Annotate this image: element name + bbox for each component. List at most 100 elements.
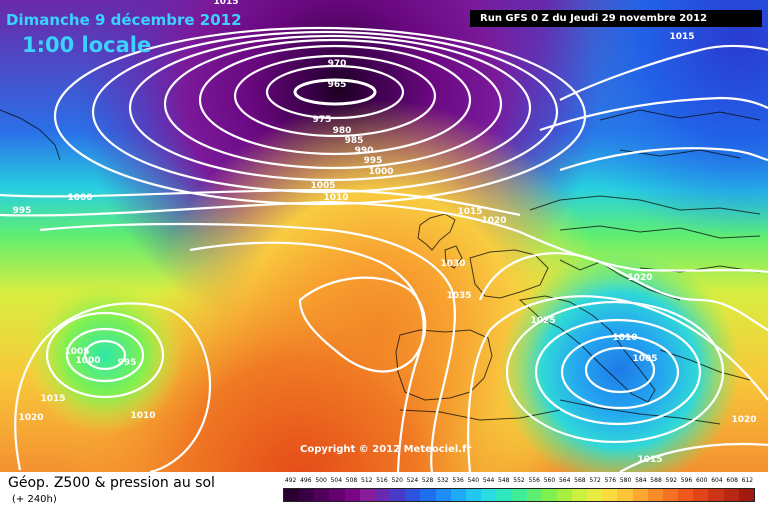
footer: Géop. Z500 & pression au sol (+ 240h) 49… — [0, 472, 768, 512]
legend-tick: 564 — [558, 477, 571, 484]
legend-swatch — [496, 489, 512, 501]
isobar-label: 965 — [327, 80, 347, 90]
isobars — [0, 26, 768, 472]
legend-tick: 528 — [421, 477, 434, 484]
weather-map: Dimanche 9 décembre 2012 1:00 locale Run… — [0, 0, 768, 472]
legend-swatch — [647, 489, 663, 501]
legend-tick: 540 — [467, 477, 480, 484]
isobar-label: 1020 — [731, 415, 757, 425]
legend-swatch — [632, 489, 648, 501]
geopotential-field — [0, 0, 768, 472]
legend-tick-labels: 492 496 500 504 508 512 516 520 524 528 532 536 540 5… — [283, 477, 755, 485]
isobar-label: 1000 — [67, 193, 93, 203]
isobar-label: 1005 — [64, 347, 90, 357]
legend-tick: 572 — [589, 477, 601, 484]
legend-tick: 536 — [452, 477, 464, 484]
legend-swatch — [465, 489, 482, 501]
legend-swatch — [314, 489, 330, 501]
isobar-label: 1030 — [440, 259, 466, 269]
legend-swatch — [359, 489, 375, 501]
isobar-label: 980 — [332, 126, 352, 136]
legend-swatch — [511, 489, 527, 501]
isobar-label: 1010 — [130, 411, 156, 421]
legend-swatch — [541, 489, 557, 501]
forecast-range: (+ 240h) — [12, 494, 57, 505]
legend-swatch — [374, 489, 391, 501]
isobar-label: 1015 — [669, 32, 695, 42]
isobar-label: 1035 — [446, 291, 472, 301]
legend-tick: 496 — [300, 477, 312, 484]
legend-tick: 592 — [665, 477, 677, 484]
isobar-label: 1005 — [632, 354, 658, 364]
legend-swatch — [390, 489, 406, 501]
isobar-label: 1005 — [310, 181, 336, 191]
legend-swatch — [662, 489, 679, 501]
legend-tick: 600 — [695, 477, 708, 484]
legend-swatch — [329, 489, 345, 501]
isobar-label: 970 — [327, 59, 347, 69]
color-legend — [283, 488, 755, 502]
legend-swatch — [420, 489, 436, 501]
isobar-label: 975 — [312, 115, 332, 125]
legend-tick: 580 — [619, 477, 632, 484]
coastlines — [0, 109, 761, 425]
legend-swatch — [284, 489, 300, 501]
legend-tick: 548 — [498, 477, 510, 484]
isobar-label: 995 — [363, 156, 383, 166]
legend-tick: 512 — [361, 477, 373, 484]
isobar-label: 1000 — [368, 167, 394, 177]
isobar-label: 985 — [344, 136, 364, 146]
isobar-label: 1015 — [457, 207, 483, 217]
isobar-label: 1025 — [530, 316, 556, 326]
isobar-label: 1020 — [18, 413, 44, 423]
legend-tick: 608 — [726, 477, 738, 484]
legend-tick: 588 — [650, 477, 662, 484]
legend-tick: 604 — [711, 477, 723, 484]
legend-tick: 500 — [315, 477, 327, 484]
legend-tick: 612 — [741, 477, 754, 484]
legend-swatch — [435, 489, 451, 501]
legend-swatch — [344, 489, 360, 501]
legend-tick: 524 — [406, 477, 419, 484]
legend-tick: 516 — [376, 477, 388, 484]
isobar-label: 1015 — [637, 455, 663, 465]
legend-swatch — [526, 489, 542, 501]
forecast-date: Dimanche 9 décembre 2012 — [6, 11, 242, 29]
legend-tick: 504 — [330, 477, 343, 484]
legend-tick: 544 — [482, 477, 495, 484]
legend-tick: 576 — [604, 477, 617, 484]
copyright: Copyright © 2012 Meteociel.fr — [300, 444, 472, 455]
legend-swatch — [299, 489, 315, 501]
legend-swatch — [708, 489, 724, 501]
isobar-label: 1010 — [612, 333, 638, 343]
isobar-label: 1015 — [40, 394, 66, 404]
legend-swatch — [450, 489, 466, 501]
legend-swatch — [602, 489, 618, 501]
run-info: Run GFS 0 Z du Jeudi 29 novembre 2012 — [470, 10, 762, 27]
legend-swatch — [723, 489, 739, 501]
legend-swatch — [693, 489, 709, 501]
legend-swatch — [617, 489, 633, 501]
isobar-label: 1010 — [323, 193, 349, 203]
legend-tick: 552 — [513, 477, 525, 484]
legend-swatch — [587, 489, 603, 501]
legend-tick: 584 — [635, 477, 647, 484]
isobar-label: 990 — [354, 146, 374, 156]
legend-swatch — [556, 489, 572, 501]
legend-tick: 508 — [345, 477, 358, 484]
isobar-label: 1020 — [627, 273, 653, 283]
legend-swatch — [571, 489, 588, 501]
legend-swatch — [678, 489, 694, 501]
forecast-time: 1:00 locale — [22, 33, 152, 57]
legend-tick: 532 — [437, 477, 449, 484]
isobar-label: 1020 — [481, 216, 507, 226]
legend-swatch — [481, 489, 497, 501]
legend-tick: 568 — [574, 477, 586, 484]
legend-tick: 520 — [391, 477, 403, 484]
legend-tick: 596 — [680, 477, 693, 484]
legend-tick: 556 — [528, 477, 540, 484]
isobar-label: 1000 — [75, 356, 101, 366]
isobar-label: 1015 — [213, 0, 239, 7]
legend-tick: 492 — [284, 477, 297, 484]
map-title: Géop. Z500 & pression au sol — [8, 475, 215, 491]
